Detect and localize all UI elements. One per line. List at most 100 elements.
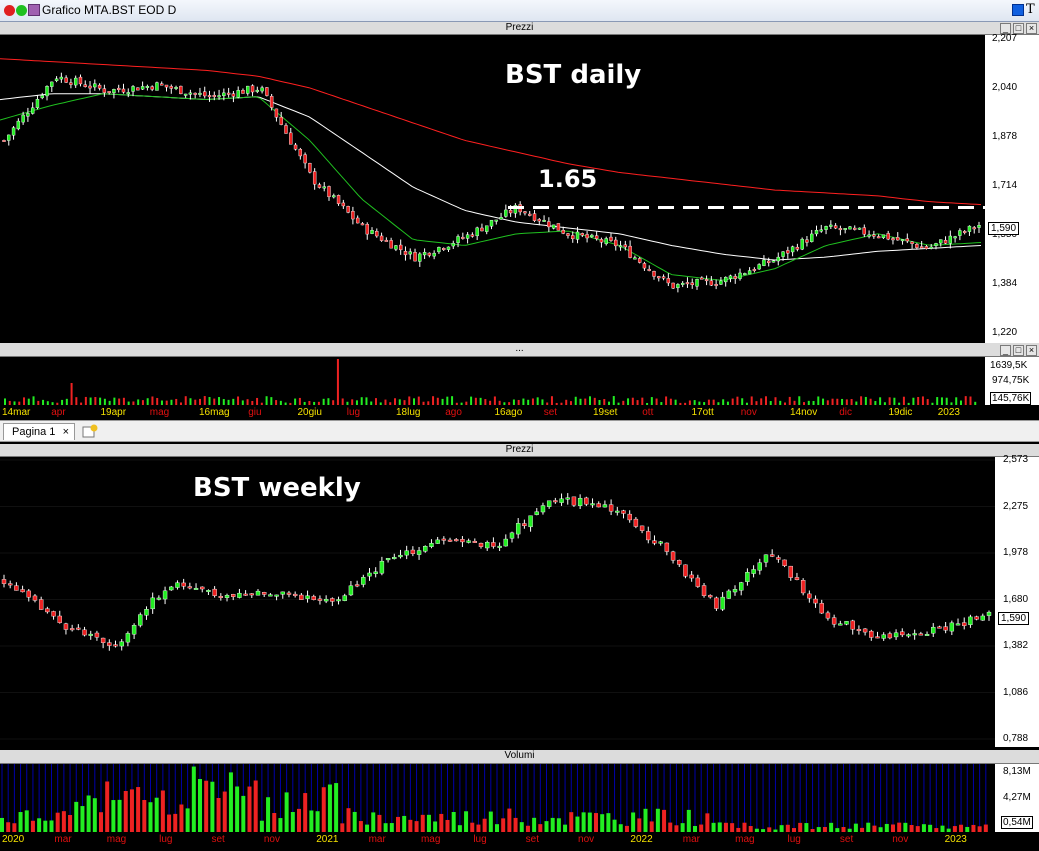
- volume-bar: [422, 401, 425, 405]
- volume-bar: [703, 402, 706, 405]
- panel-minimize-button[interactable]: _: [1000, 23, 1011, 34]
- volume-bar: [427, 401, 430, 405]
- volume-close-button[interactable]: ×: [1026, 345, 1037, 356]
- volume-bar: [290, 812, 295, 832]
- candle-body: [341, 202, 346, 207]
- volume-bar: [441, 398, 444, 405]
- volume-bar: [726, 401, 729, 405]
- new-tab-icon[interactable]: [82, 424, 98, 438]
- candle-body: [685, 282, 690, 285]
- volume-bar: [30, 820, 35, 832]
- chart-app-icon: [28, 4, 40, 16]
- candle-body: [657, 276, 661, 279]
- candle-body: [609, 236, 613, 241]
- candle-body: [246, 85, 250, 94]
- volume-minimize-button[interactable]: _: [1000, 345, 1011, 356]
- candle-body: [437, 246, 441, 253]
- candle-body: [661, 276, 666, 279]
- daily-x-tick: 17ott: [691, 407, 714, 418]
- volume-bar: [969, 396, 972, 405]
- candle-body: [212, 95, 216, 97]
- volume-bar: [915, 826, 920, 832]
- candle-body: [429, 543, 434, 547]
- volume-bar: [711, 822, 716, 832]
- candle-body: [76, 627, 81, 630]
- candle-body: [336, 599, 341, 602]
- candle-body: [695, 577, 701, 587]
- volume-bar: [194, 399, 197, 405]
- volume-bar: [488, 811, 493, 832]
- candle-body: [231, 594, 236, 597]
- volume-bar: [113, 397, 116, 405]
- window-title-bar: Grafico MTA.BST EOD D T: [0, 0, 1039, 22]
- volume-bar: [964, 396, 967, 405]
- candle-body: [478, 542, 484, 547]
- volume-bar: [68, 814, 73, 832]
- daily-x-tick: 18lug: [396, 407, 421, 418]
- candle-body: [289, 132, 293, 145]
- candle-body: [690, 282, 694, 286]
- volume-bar: [745, 402, 748, 405]
- volume-bar: [495, 824, 499, 832]
- candle-body: [336, 195, 341, 204]
- candle-body: [546, 500, 552, 507]
- text-tool-icon[interactable]: T: [1026, 2, 1035, 17]
- candle-body: [571, 235, 575, 240]
- volume-bar: [32, 396, 35, 405]
- volume-bar: [977, 826, 982, 832]
- volume-bar: [936, 397, 939, 405]
- candle-body: [408, 251, 412, 255]
- blue-square-icon[interactable]: [1012, 4, 1024, 16]
- candle-body: [695, 279, 699, 287]
- candle-body: [69, 628, 75, 631]
- candle-body: [187, 586, 193, 589]
- candle-body: [602, 504, 608, 508]
- volume-bar: [921, 396, 924, 405]
- candle-body: [35, 99, 40, 108]
- volume-bar: [340, 823, 345, 832]
- volume-bar: [289, 402, 292, 405]
- volume-bar: [974, 401, 977, 405]
- candle-body: [652, 271, 656, 277]
- daily-x-tick: set: [543, 407, 558, 418]
- volume-bar: [24, 810, 29, 832]
- moving-average-line: [0, 58, 982, 206]
- volume-bar: [284, 402, 287, 405]
- volume-restore-button[interactable]: □: [1013, 345, 1024, 356]
- maximize-dot-icon[interactable]: [16, 5, 27, 16]
- volume-bar: [636, 400, 639, 405]
- candle-body: [714, 284, 718, 286]
- weekly-y-axis: [995, 457, 1039, 747]
- volume-bar: [439, 813, 444, 832]
- candle-body: [385, 558, 391, 561]
- panel-close-button[interactable]: ×: [1026, 23, 1037, 34]
- volume-bar: [764, 396, 767, 405]
- volume-bar: [65, 398, 68, 405]
- candle-body: [183, 93, 188, 96]
- candle-body: [714, 597, 719, 609]
- tab-close-icon[interactable]: ×: [62, 426, 69, 438]
- close-dot-icon[interactable]: [4, 5, 15, 16]
- panel-restore-button[interactable]: □: [1013, 23, 1024, 34]
- volume-bar: [403, 400, 406, 405]
- volume-bar: [260, 402, 263, 405]
- volume-bar: [460, 402, 463, 405]
- weekly-candlestick-chart[interactable]: [0, 457, 995, 747]
- moving-average-line: [0, 93, 982, 261]
- tab-pagina-1[interactable]: Pagina 1 ×: [3, 423, 75, 440]
- daily-price-panel-header: Prezzi: [0, 22, 1039, 35]
- volume-bar: [154, 797, 159, 832]
- daily-x-tick: 19dic: [888, 407, 913, 418]
- daily-candlestick-chart[interactable]: [0, 35, 985, 343]
- candle-body: [867, 234, 871, 237]
- candle-body: [485, 225, 489, 232]
- weekly-y-tick: 2,275: [1003, 500, 1029, 512]
- candle-body: [677, 560, 682, 565]
- candle-body: [491, 542, 496, 547]
- volume-bar: [817, 396, 820, 405]
- volume-bar: [51, 402, 54, 405]
- volume-bar: [946, 828, 951, 832]
- candle-body: [38, 599, 44, 610]
- window-title: Grafico MTA.BST EOD D: [42, 3, 177, 17]
- candle-body: [838, 228, 843, 231]
